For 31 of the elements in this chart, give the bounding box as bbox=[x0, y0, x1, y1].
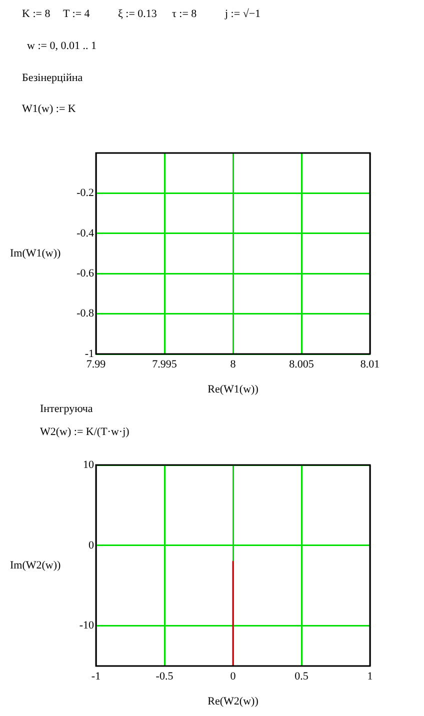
x-tick-label: -0.5 bbox=[156, 670, 174, 682]
y-tick-label: -1 bbox=[84, 348, 94, 360]
x-tick-label: 1 bbox=[367, 670, 373, 682]
y-tick-label: -0.4 bbox=[76, 227, 94, 240]
x-tick-label: 8 bbox=[230, 358, 236, 370]
text: j := √−1 bbox=[225, 8, 261, 20]
x-tick-label: 7.99 bbox=[86, 358, 106, 370]
x-tick-label: 7.995 bbox=[152, 358, 178, 370]
x-axis-title: Re(W1(w)) bbox=[208, 383, 259, 396]
text: K := 8 bbox=[22, 8, 50, 20]
text: τ := 8 bbox=[172, 8, 197, 20]
x-tick-label: 8.005 bbox=[289, 358, 314, 370]
text: ξ := 0.13 bbox=[118, 8, 157, 20]
y-tick-label: -0.2 bbox=[76, 187, 94, 200]
x-tick-label: 0 bbox=[230, 670, 236, 682]
y-tick-label: 0 bbox=[88, 539, 94, 552]
y-tick-label: -10 bbox=[79, 620, 94, 632]
x-axis-title: Re(W2(w)) bbox=[208, 695, 259, 708]
x-tick-label: 8.01 bbox=[360, 358, 380, 370]
text: W1(w) := K bbox=[22, 103, 76, 115]
y-axis-title: Im(W2(w)) bbox=[10, 559, 62, 572]
chart-title: Безінерційна bbox=[22, 72, 83, 84]
x-tick-label: 0.5 bbox=[294, 670, 309, 682]
y-tick-label: -0.8 bbox=[76, 308, 94, 320]
y-axis-title: Im(W1(w)) bbox=[10, 247, 62, 260]
y-tick-label: 10 bbox=[83, 458, 94, 471]
text: W2(w) := K/(T·w·j) bbox=[40, 426, 130, 438]
chart-title: Інтегруюча bbox=[40, 403, 93, 415]
text: T := 4 bbox=[63, 8, 90, 20]
y-tick-label: -0.6 bbox=[76, 267, 94, 280]
text: w := 0, 0.01 .. 1 bbox=[27, 40, 96, 52]
